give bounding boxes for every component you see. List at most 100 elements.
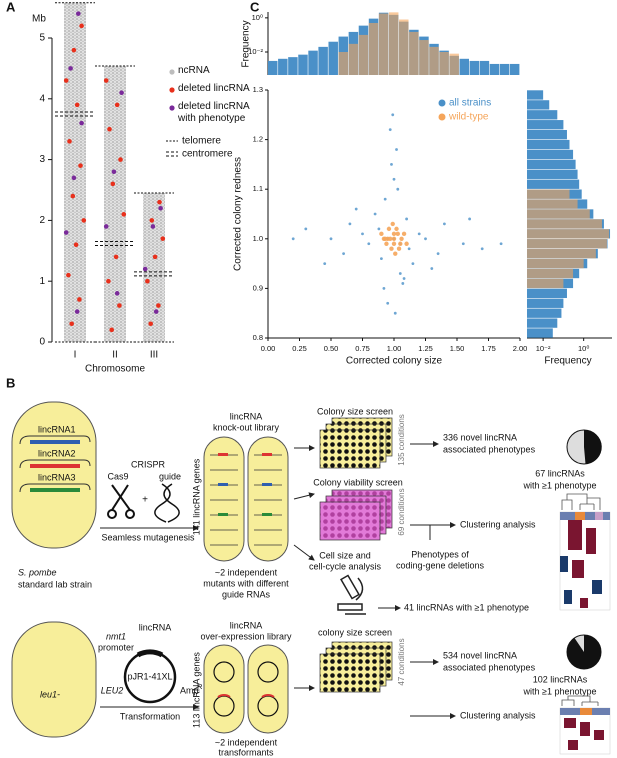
library-genes: [210, 454, 282, 546]
point: [69, 321, 74, 327]
point: [399, 236, 404, 241]
point: [323, 262, 327, 265]
point: [461, 242, 465, 246]
point: [63, 230, 69, 235]
phenotypes: associated phenotypes: [443, 662, 536, 672]
histogram-bar: [439, 52, 449, 75]
x-tick-label: I: [74, 350, 77, 361]
plate-stack: [319, 489, 393, 541]
resistance-sup: R: [197, 682, 203, 691]
histogram-bar: [527, 90, 544, 100]
point: [417, 232, 421, 236]
x-axis-label: Chromosome: [85, 364, 145, 375]
point: [388, 236, 393, 241]
legend-label: ncRNA: [178, 65, 210, 76]
point: [77, 297, 82, 302]
histogram-bar: [527, 308, 562, 318]
point: [383, 197, 387, 201]
y-axis-label: Frequency: [241, 20, 252, 67]
y-tick-label: 0: [39, 337, 45, 348]
point: [389, 246, 394, 251]
promoter: promoter: [98, 642, 134, 652]
legend-label: deleted lincRNA: [178, 83, 250, 94]
point: [354, 207, 358, 211]
histogram-bar: [527, 229, 610, 239]
method: Transformation: [120, 711, 180, 721]
chromatin: [19, 435, 91, 493]
y-tick-label: 10⁻²: [248, 47, 263, 56]
point: [396, 246, 402, 251]
histogram-bar: [358, 34, 369, 75]
chromosome: [64, 2, 86, 343]
note: mutants with different: [203, 578, 289, 588]
point: [391, 231, 397, 237]
histogram-bar: [527, 189, 570, 199]
point: [430, 267, 434, 270]
histogram-bar: [527, 258, 584, 269]
point: [380, 257, 383, 261]
point: [407, 247, 411, 251]
library-cell: [203, 644, 245, 734]
x-tick-label: III: [150, 350, 158, 361]
point: [405, 217, 408, 221]
histogram-bar: [527, 268, 574, 279]
histogram-bar: [527, 298, 564, 308]
point: [71, 175, 77, 181]
pie-slice: [584, 429, 602, 464]
crispr: CRISPR: [131, 459, 166, 469]
library-cell: [247, 644, 289, 734]
point: [401, 282, 405, 285]
guide: guide: [159, 471, 181, 481]
cell-result: 41 lincRNAs with ≥1 phenotype: [404, 602, 529, 612]
y-axis-label: Corrected colony redness: [233, 157, 244, 271]
point: [402, 277, 406, 280]
histogram-bar: [527, 328, 553, 338]
library-inserts: [217, 694, 275, 698]
point: [391, 236, 397, 241]
microscope-icon: [337, 574, 366, 615]
note: ~2 independent: [215, 567, 278, 577]
histogram-bar: [318, 46, 328, 75]
y-tick-label: 1.3: [253, 85, 263, 94]
library-title: knock-out library: [213, 422, 280, 432]
y-tick-label: 5: [39, 33, 45, 44]
y-tick-label: 1: [39, 276, 45, 287]
point: [67, 139, 72, 144]
point: [395, 148, 398, 151]
point: [117, 303, 122, 308]
point: [377, 227, 381, 231]
point: [152, 254, 158, 260]
species: S. pombe: [18, 567, 57, 577]
point: [411, 262, 415, 265]
point: [114, 291, 120, 296]
legend-label: centromere: [182, 149, 233, 160]
legend-marker: [169, 105, 175, 111]
x-axis-label: Corrected colony size: [346, 356, 443, 367]
point: [158, 205, 163, 211]
dna-icon: [154, 483, 180, 523]
overexpression-diagram: leu1- pJR1-41XL lincRNA nmt1 promoter LE…: [11, 620, 611, 757]
conditions: 47 conditions: [397, 638, 406, 685]
point: [291, 237, 295, 241]
screen-title: Cell size and: [319, 550, 371, 560]
point: [367, 242, 371, 246]
point: [499, 242, 503, 246]
histogram-bar: [527, 209, 590, 219]
histogram-bar: [278, 58, 288, 75]
strain: leu1-: [40, 689, 60, 699]
point: [388, 128, 392, 132]
histogram-bar: [449, 53, 459, 75]
x-tick-label: 10⁰: [578, 344, 589, 353]
point: [118, 157, 123, 162]
point: [386, 226, 392, 232]
point: [342, 252, 345, 256]
gene-count: 113 lincRNA genes: [191, 652, 201, 728]
x-tick-label: II: [112, 350, 118, 361]
pie-label: with ≥1 phenotype: [523, 480, 597, 490]
note: ~2 independent: [215, 737, 278, 747]
legend-label: deleted lincRNA with phenotype: [178, 101, 250, 124]
y-axis-label: Mb: [32, 14, 46, 25]
histogram-bar: [527, 278, 564, 289]
point: [78, 163, 83, 168]
point: [71, 47, 77, 53]
